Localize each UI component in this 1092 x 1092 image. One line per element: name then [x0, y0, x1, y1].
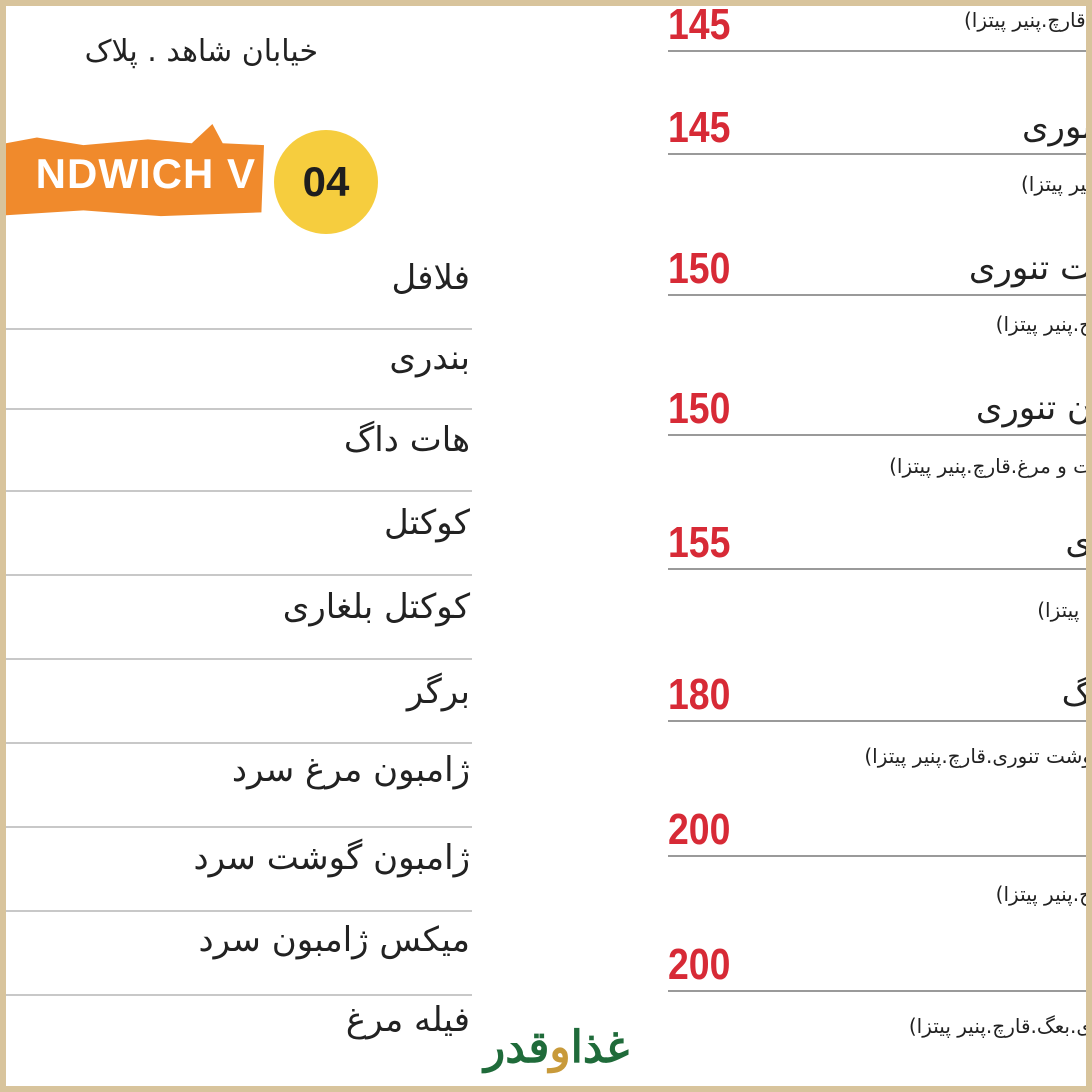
item-description: ج.پنیر پیتزا): [995, 312, 1086, 336]
item-description: وشت تنوری.قارچ.پنیر پیتزا): [864, 744, 1086, 768]
item-price: 145: [668, 103, 731, 152]
section-title: NDWICH V: [35, 150, 256, 197]
item-description: .قارچ.پنیر پیتزا): [964, 8, 1086, 32]
divider: [668, 990, 1086, 992]
menu-item: هات داگ: [343, 420, 470, 460]
watermark-part: و: [549, 1022, 571, 1073]
divider: [6, 910, 472, 912]
divider: [6, 574, 472, 576]
menu-item: فیله مرغ: [345, 1000, 470, 1040]
divider: [668, 720, 1086, 722]
menu-item: بندری: [389, 338, 470, 378]
divider: [668, 855, 1086, 857]
divider: [668, 434, 1086, 436]
item-price: 180: [668, 670, 731, 719]
item-description: . پیتزا): [1037, 598, 1086, 622]
item-price: 150: [668, 244, 731, 293]
divider: [668, 568, 1086, 570]
divider: [6, 328, 472, 330]
menu-item: میکس ژامبون سرد: [198, 920, 470, 960]
item-name: نوری: [1021, 107, 1086, 147]
item-name: گ: [1061, 674, 1086, 714]
divider: [6, 826, 472, 828]
item-name: ن تنوری: [975, 388, 1086, 428]
watermark-part: غذا: [570, 1022, 629, 1073]
item-name: ت تنوری: [968, 248, 1086, 288]
watermark-part: قدر: [484, 1022, 550, 1073]
item-description: ت و مرغ.قارچ.پنیر پیتزا): [889, 454, 1086, 478]
item-name: ی: [1065, 522, 1086, 562]
divider: [668, 153, 1086, 155]
item-description: ی.بعگ.قارچ.پنیر پیتزا): [908, 1014, 1086, 1038]
divider: [6, 994, 472, 996]
menu-page: خیابان شاهد . پلاک NDWICH V 04 فلافل بندر…: [6, 6, 1086, 1086]
menu-item: ژامبون مرغ سرد: [231, 750, 470, 790]
divider: [6, 408, 472, 410]
divider: [6, 658, 472, 660]
item-price: 200: [668, 805, 731, 854]
item-price: 145: [668, 6, 731, 49]
menu-item: ژامبون گوشت سرد: [193, 838, 471, 878]
section-number-badge: 04: [274, 130, 378, 234]
section-banner: NDWICH V: [6, 124, 264, 217]
divider: [6, 742, 472, 744]
item-description: نیر پیتزا): [1020, 172, 1086, 196]
item-price: 155: [668, 518, 731, 567]
item-price: 200: [668, 940, 731, 989]
menu-item: برگر: [406, 672, 470, 712]
menu-item: کوکتل: [384, 503, 470, 543]
item-description: ج.پنیر پیتزا): [995, 882, 1086, 906]
menu-item: کوکتل بلغاری: [282, 587, 470, 627]
item-price: 150: [668, 384, 731, 433]
divider: [668, 50, 1086, 52]
menu-item: فلافل: [391, 258, 470, 298]
divider: [668, 294, 1086, 296]
divider: [6, 490, 472, 492]
address-text: خیابان شاهد . پلاک: [84, 34, 318, 69]
watermark-logo: غذاوقدر: [484, 1022, 629, 1073]
